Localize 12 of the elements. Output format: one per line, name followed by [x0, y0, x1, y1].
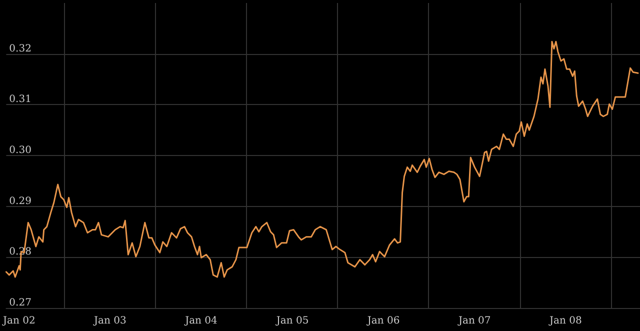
x-tick-label: Jan 02	[2, 316, 36, 326]
y-tick-label: 0.30	[9, 145, 32, 156]
x-tick-label: Jan 06	[366, 316, 400, 326]
y-tick-label: 0.29	[9, 196, 32, 207]
y-tick-label: 0.32	[9, 43, 32, 54]
x-tick-label: Jan 04	[184, 316, 218, 326]
x-tick-label: Jan 03	[93, 316, 126, 326]
y-tick-label: 0.31	[9, 94, 32, 106]
x-tick-label: Jan 08	[548, 316, 582, 326]
x-tick-label: Jan 05	[275, 316, 309, 326]
y-tick-label: 0.27	[9, 298, 32, 308]
x-tick-label: Jan 07	[457, 316, 491, 326]
